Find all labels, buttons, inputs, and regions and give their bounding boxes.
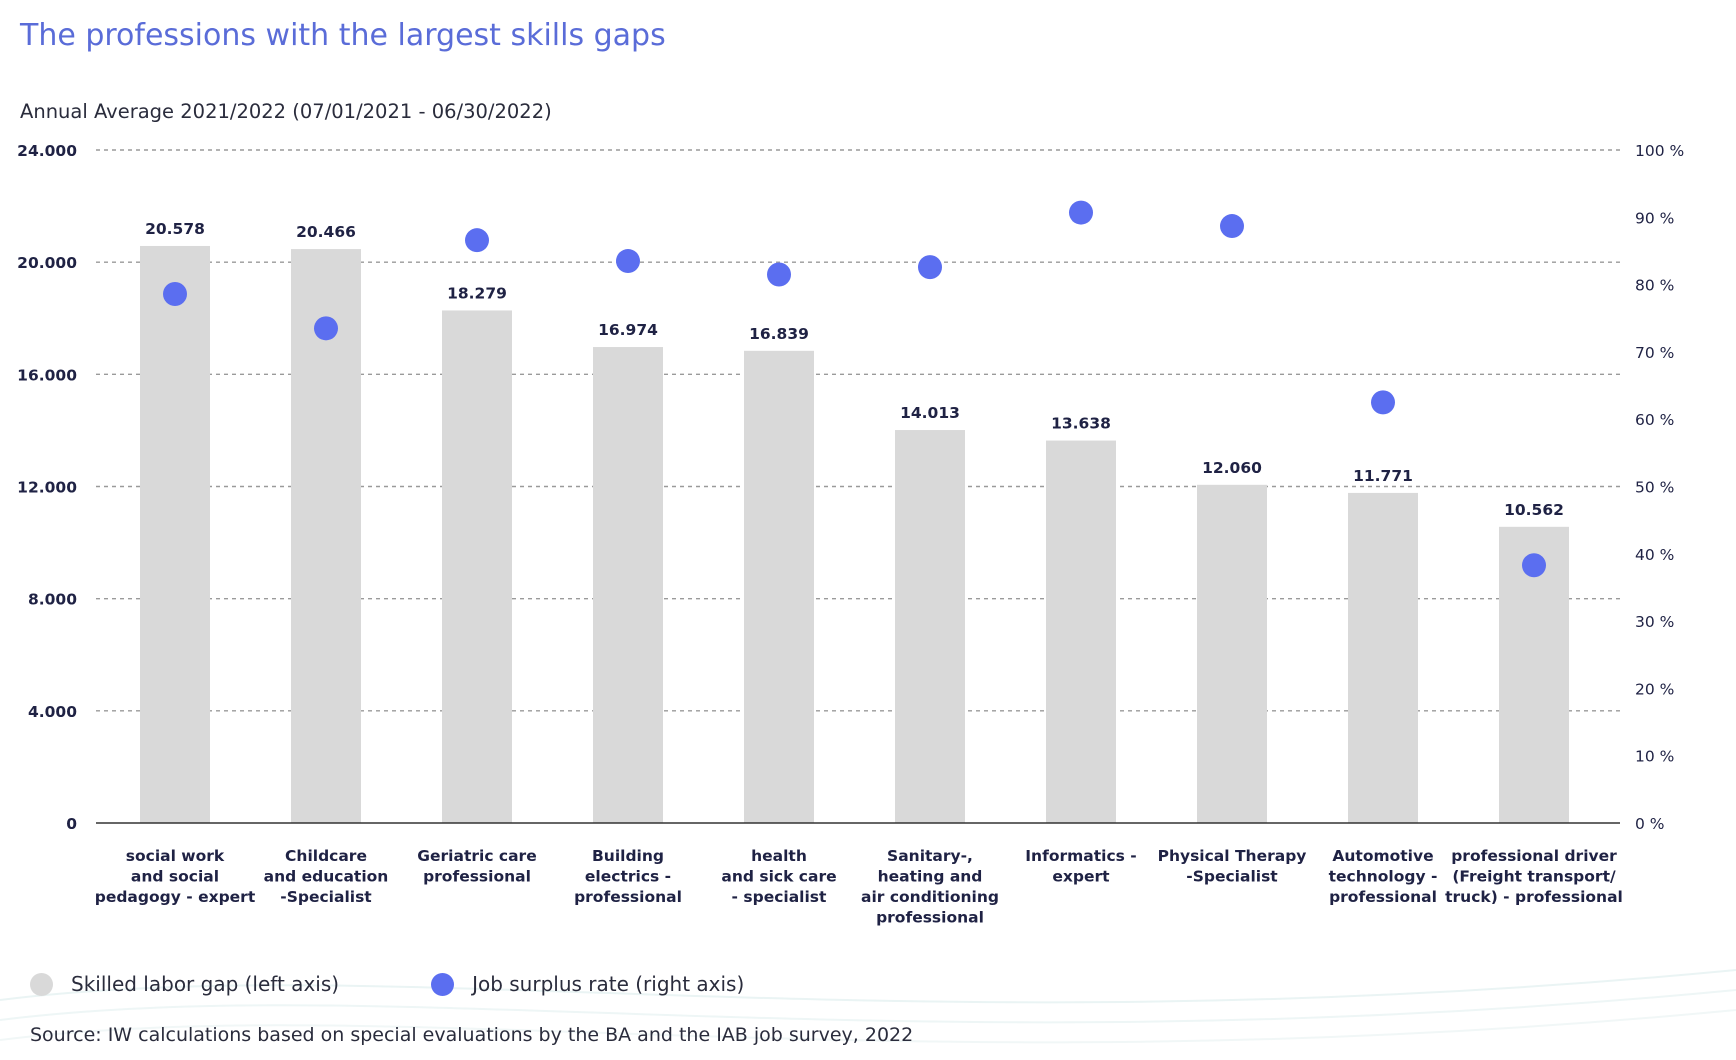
bar	[1046, 440, 1116, 823]
legend-swatch-rate	[431, 972, 455, 996]
job-surplus-dot	[1371, 390, 1395, 415]
category-label-line: pedagogy - expert	[95, 888, 256, 906]
category-label-line: Automotive	[1332, 847, 1433, 865]
bar-value-label: 20.466	[296, 223, 356, 241]
category-label-line: Informatics -	[1025, 847, 1136, 865]
right-axis-tick-label: 50 %	[1635, 479, 1674, 497]
right-axis-tick-label: 30 %	[1635, 613, 1674, 631]
job-surplus-dot	[465, 228, 489, 253]
right-axis-tick-label: 10 %	[1635, 748, 1674, 766]
source-note: Source: IW calculations based on special…	[30, 1024, 914, 1046]
category-label-line: technology -	[1329, 868, 1438, 886]
left-axis-tick-label: 20.000	[17, 254, 77, 272]
category-label-line: heating and	[878, 868, 983, 886]
category-label: Geriatric care professional	[417, 847, 536, 886]
category-label-line: Geriatric care	[417, 847, 536, 865]
category-label: social work and social pedagogy - expert	[95, 847, 256, 906]
job-surplus-dot	[1522, 553, 1546, 578]
legend-label-gap: Skilled labor gap (left axis)	[71, 972, 340, 996]
category-label-line: and sick care	[721, 868, 836, 886]
category-label-line: professional	[876, 909, 984, 927]
bar-value-label: 11.771	[1353, 467, 1413, 485]
right-axis-tick-label: 70 %	[1635, 344, 1674, 362]
bar	[593, 347, 663, 823]
bar	[442, 310, 512, 823]
category-label-line: (Freight transport/	[1452, 868, 1616, 886]
category-label: Automotive technology - professional	[1329, 847, 1438, 906]
left-axis-tick-label: 0	[66, 815, 77, 833]
legend-item-rate: Job surplus rate (right axis)	[431, 972, 744, 996]
legend-label-rate: Job surplus rate (right axis)	[472, 972, 745, 996]
category-label-line: social work	[126, 847, 225, 865]
category-label-line: professional	[574, 888, 682, 906]
category-label-line: Sanitary-,	[887, 847, 973, 865]
bar-value-label: 16.974	[598, 321, 658, 339]
chart-canvas: 0 4.000 8.000 12.000 16.000 20.000 24.000 0 % 10…	[17, 142, 1684, 927]
right-axis-tick-label: 60 %	[1635, 411, 1674, 429]
category-label: professional driver (Freight transport/tr…	[1445, 847, 1623, 906]
left-axis-tick-label: 16.000	[17, 366, 77, 384]
category-label-line: Building	[592, 847, 664, 865]
bar-value-label: 12.060	[1202, 459, 1262, 477]
bar	[744, 350, 814, 823]
category-label-line: professional	[423, 868, 531, 886]
left-axis-tick-label: 4.000	[28, 703, 77, 721]
category-label-line: -Specialist	[280, 888, 372, 906]
job-surplus-dot	[1220, 214, 1244, 239]
left-axis-tick-label: 12.000	[17, 479, 77, 497]
job-surplus-dot	[1069, 200, 1093, 225]
bar	[895, 430, 965, 823]
job-surplus-dot	[616, 249, 640, 274]
category-label: Physical Therapy -Specialist	[1158, 847, 1307, 886]
category-label-line: - specialist	[732, 888, 827, 906]
category-label: health and sick care - specialist	[721, 847, 836, 906]
right-axis-tick-label: 100 %	[1635, 142, 1684, 160]
job-surplus-dot	[314, 316, 338, 341]
right-axis-tick-label: 0 %	[1635, 815, 1665, 833]
chart-subtitle: Annual Average 2021/2022 (07/01/2021 - 0…	[20, 100, 552, 123]
category-label-line: and social	[131, 868, 219, 886]
bar	[140, 245, 210, 823]
category-label-line: professional driver	[1451, 847, 1617, 865]
job-surplus-dot	[767, 262, 791, 287]
category-label: Informatics - expert	[1025, 847, 1136, 886]
right-axis-tick-label: 40 %	[1635, 546, 1674, 564]
left-axis-tick-label: 8.000	[28, 591, 77, 609]
bar-value-label: 18.279	[447, 284, 507, 302]
bar-value-label: 20.578	[145, 220, 205, 238]
job-surplus-dot	[918, 255, 942, 280]
category-label-line: Childcare	[285, 847, 367, 865]
bar	[1197, 484, 1267, 823]
legend-item-gap: Skilled labor gap (left axis)	[30, 972, 339, 996]
job-surplus-dot	[163, 282, 187, 307]
bar-value-label: 14.013	[900, 404, 960, 422]
category-label-line: Physical Therapy	[1158, 847, 1307, 865]
category-label-line: electrics -	[585, 868, 671, 886]
bar-value-label: 13.638	[1051, 415, 1111, 433]
category-label-line: truck) - professional	[1445, 888, 1623, 906]
category-label: Sanitary-, heating and air conditioning pro…	[861, 847, 999, 927]
category-label-line: professional	[1329, 888, 1437, 906]
category-label-line: -Specialist	[1186, 868, 1278, 886]
category-label: Building electrics - professional	[574, 847, 682, 906]
right-axis-tick-label: 80 %	[1635, 277, 1674, 295]
bar	[1348, 492, 1418, 823]
legend-swatch-gap	[30, 972, 53, 996]
category-label-line: air conditioning	[861, 888, 999, 906]
chart-legend: Skilled labor gap (left axis) Job surplu…	[30, 972, 836, 996]
chart-title: The professions with the largest skills …	[20, 18, 666, 53]
category-label-line: health	[751, 847, 807, 865]
category-label-line: expert	[1052, 868, 1110, 886]
left-axis-tick-label: 24.000	[17, 142, 77, 160]
right-axis-tick-label: 20 %	[1635, 680, 1674, 698]
right-axis-tick-label: 90 %	[1635, 209, 1674, 227]
bar-value-label: 16.839	[749, 325, 809, 343]
bar	[291, 249, 361, 823]
category-label-line: and education	[264, 868, 389, 886]
category-label: Childcare and education -Specialist	[264, 847, 389, 906]
bar-value-label: 10.562	[1504, 501, 1564, 519]
